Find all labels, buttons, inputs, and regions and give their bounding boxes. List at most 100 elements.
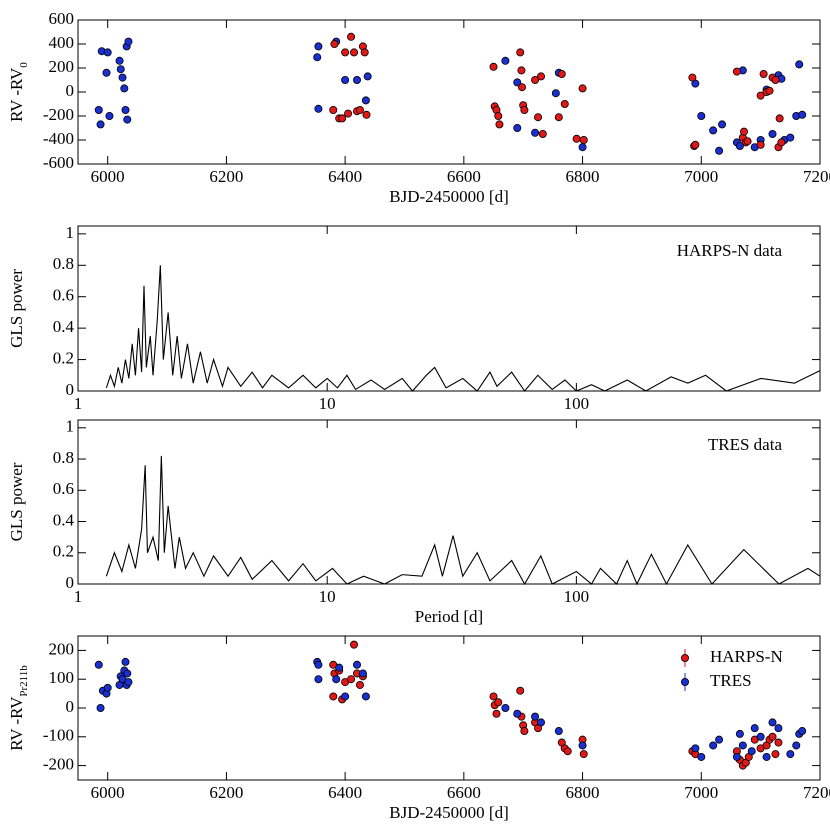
data-point	[513, 709, 522, 718]
data-point	[538, 129, 547, 138]
data-point	[355, 106, 364, 115]
data-point	[531, 128, 540, 137]
y-axis-label: RV -RV0	[7, 62, 30, 122]
data-point	[747, 747, 756, 756]
data-point	[121, 106, 130, 115]
data-point	[551, 89, 560, 98]
data-point	[513, 124, 522, 133]
data-point	[501, 704, 510, 713]
data-point	[743, 137, 752, 146]
data-point	[771, 76, 780, 85]
legend-label: HARPS-N	[710, 647, 783, 666]
data-point	[501, 56, 510, 65]
data-point	[697, 112, 706, 121]
y-tick-label: -200	[43, 755, 74, 774]
data-point	[738, 741, 747, 750]
data-point	[335, 663, 344, 672]
annotation: HARPS-N data	[677, 241, 783, 260]
periodogram-line	[105, 265, 821, 392]
y-tick-label: 1	[66, 223, 75, 242]
data-point	[735, 729, 744, 738]
y-tick-label: 600	[49, 9, 75, 28]
data-point	[489, 692, 498, 701]
x-axis-label: BJD-2450000 [d]	[389, 803, 508, 822]
data-point	[756, 140, 765, 149]
periodogram-line	[105, 455, 821, 586]
data-point	[347, 32, 356, 41]
data-point	[94, 660, 103, 669]
data-point	[516, 48, 525, 57]
data-point	[732, 67, 741, 76]
y-tick-label: 400	[49, 33, 75, 52]
data-point	[314, 104, 323, 113]
data-point	[786, 133, 795, 142]
y-tick-label: 0.8	[53, 448, 74, 467]
data-point	[759, 70, 768, 79]
data-point	[732, 752, 741, 761]
data-point	[750, 724, 759, 733]
y-axis-label: RV -RVPr211b	[7, 665, 30, 751]
x-tick-label: 6800	[566, 167, 600, 186]
x-tick-label: 7000	[684, 167, 718, 186]
data-point	[492, 709, 501, 718]
data-point	[579, 135, 588, 144]
data-point	[688, 73, 697, 82]
data-point	[123, 115, 132, 124]
data-point	[578, 741, 587, 750]
data-point	[338, 114, 347, 123]
y-tick-label: 0.6	[53, 286, 74, 305]
data-point	[798, 727, 807, 736]
data-point	[123, 669, 132, 678]
y-tick-label: 0	[66, 573, 75, 592]
data-point	[709, 741, 718, 750]
data-point	[352, 660, 361, 669]
data-point	[314, 42, 323, 51]
data-point	[735, 141, 744, 150]
x-tick-label: 6400	[328, 167, 362, 186]
data-point	[697, 752, 706, 761]
y-tick-label: 0	[66, 697, 75, 716]
x-tick-label: 6800	[566, 783, 600, 802]
data-point	[537, 718, 546, 727]
data-point	[513, 78, 522, 87]
data-point	[774, 738, 783, 747]
data-point	[347, 675, 356, 684]
data-point	[102, 68, 111, 77]
y-tick-label: 0.2	[53, 542, 74, 561]
x-tick-label: 1	[74, 394, 83, 413]
data-point	[756, 91, 765, 100]
data-point	[554, 113, 563, 122]
data-point	[777, 138, 786, 147]
y-tick-label: 0.6	[53, 479, 74, 498]
data-point	[103, 48, 112, 57]
data-point	[494, 698, 503, 707]
y-tick-label: 0.2	[53, 348, 74, 367]
y-tick-label: 1	[66, 417, 75, 436]
data-point	[554, 727, 563, 736]
y-tick-label: 200	[49, 57, 75, 76]
data-point	[771, 750, 780, 759]
data-point	[341, 76, 350, 85]
y-axis-label-main: GLS power	[7, 269, 26, 348]
y-axis-label-sub: Pr211b	[18, 665, 30, 697]
x-axis-label: Period [d]	[415, 607, 483, 626]
data-point	[344, 109, 353, 118]
data-point	[557, 70, 566, 79]
data-point	[121, 657, 130, 666]
data-point	[360, 48, 369, 57]
data-point	[774, 724, 783, 733]
data-point	[715, 735, 724, 744]
data-point	[537, 72, 546, 81]
data-point	[118, 73, 127, 82]
data-point	[332, 675, 341, 684]
data-point	[740, 127, 749, 136]
data-point	[352, 76, 361, 85]
x-tick-label: 100	[564, 394, 590, 413]
data-point	[718, 120, 727, 129]
data-point	[795, 60, 804, 69]
x-tick-label: 6200	[209, 167, 243, 186]
y-axis-label: GLS power	[7, 462, 26, 541]
y-tick-label: -600	[43, 153, 74, 172]
x-tick-label: 6000	[91, 783, 125, 802]
y-tick-label: 100	[49, 668, 75, 687]
